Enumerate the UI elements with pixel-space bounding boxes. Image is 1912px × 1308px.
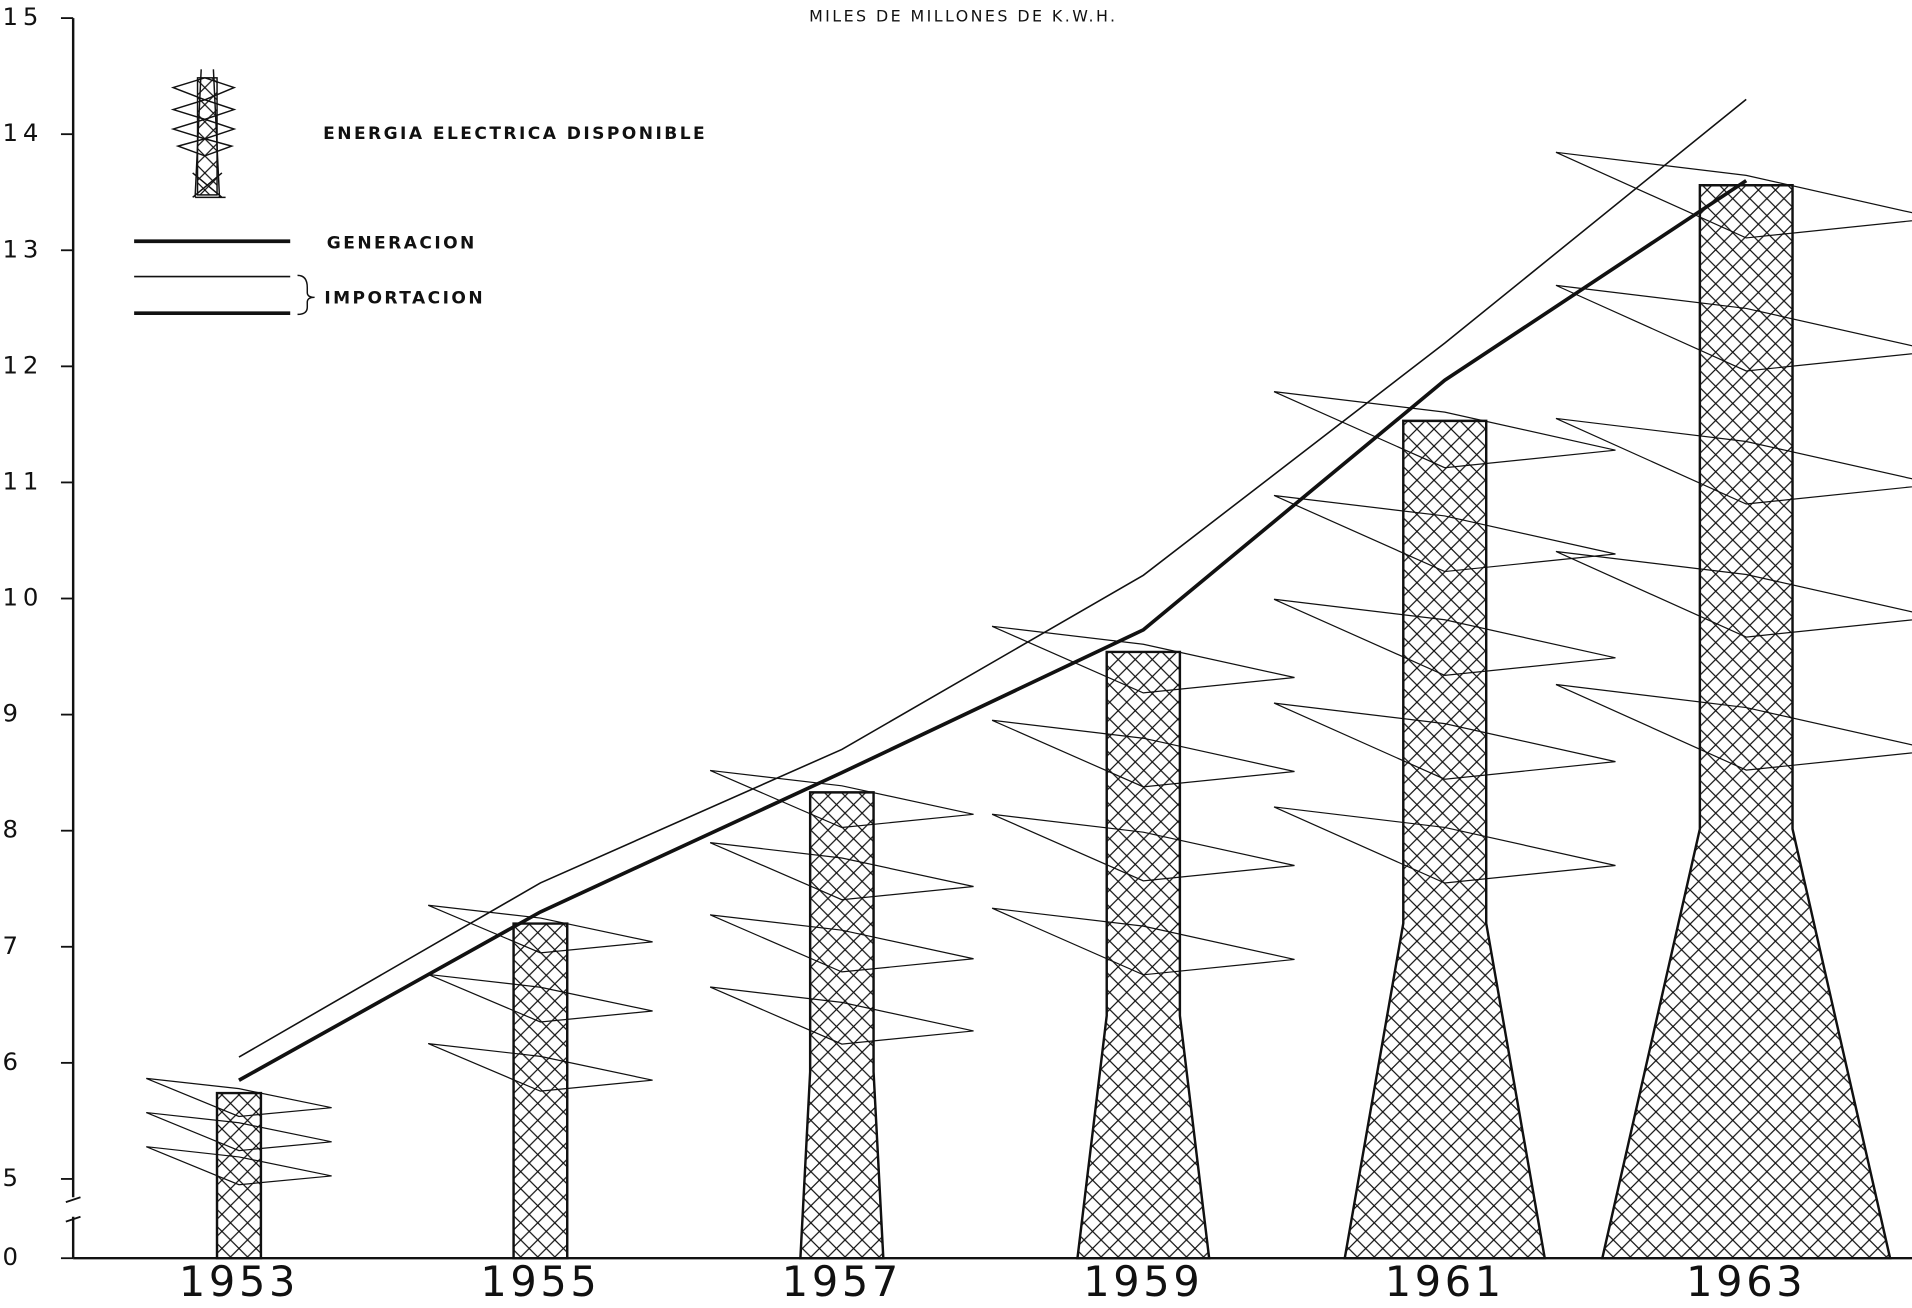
- y-tick-label: 5: [2, 1163, 22, 1192]
- y-tick-label: 14: [2, 118, 43, 147]
- tower-arm: [1555, 550, 1912, 638]
- tower: [709, 769, 974, 1260]
- tower: [1555, 151, 1912, 1260]
- chart-title: MILES DE MILLONES DE K.W.H.: [809, 6, 1117, 25]
- y-tick-label: 12: [2, 350, 43, 379]
- y-tick-label: 7: [2, 931, 22, 960]
- tower-arm: [1273, 702, 1616, 780]
- tower-arm: [709, 842, 974, 901]
- tower-arm: [709, 769, 974, 829]
- tower-arm: [991, 813, 1295, 882]
- y-tick-label: 11: [2, 466, 43, 495]
- legend-label: IMPORTACION: [324, 289, 485, 309]
- legend-label: GENERACION: [327, 234, 477, 254]
- tower-arm: [1273, 806, 1616, 884]
- tower-arm: [1555, 284, 1912, 372]
- tower: [991, 625, 1295, 1260]
- tower-body: [1343, 419, 1547, 1260]
- tower-arm: [991, 907, 1295, 976]
- tower-arm: [709, 914, 974, 973]
- legend-label: ENERGIA ELECTRICA DISPONIBLE: [323, 124, 707, 144]
- tower-arm: [991, 719, 1295, 788]
- tower-arm: [146, 1146, 332, 1186]
- y-tick-label: 15: [2, 2, 43, 31]
- legend-tower-icon: [170, 69, 237, 199]
- tower-body: [1600, 184, 1892, 1260]
- tower: [427, 904, 653, 1260]
- x-tick-label: 1961: [1385, 1258, 1505, 1306]
- y-tick-label: 13: [2, 234, 43, 263]
- x-tick-label: 1959: [1083, 1258, 1203, 1306]
- tower-arm: [991, 625, 1295, 694]
- tower-arm: [1273, 391, 1616, 469]
- tower: [146, 1077, 332, 1260]
- y-tick-label: 10: [2, 583, 43, 612]
- y-tick-label: 0: [2, 1242, 22, 1271]
- tower-arm: [427, 973, 653, 1023]
- tower-body: [799, 791, 885, 1260]
- x-tick-label: 1957: [782, 1258, 902, 1306]
- series-line: [238, 98, 1747, 1058]
- tower-arm: [1273, 598, 1616, 677]
- x-tick-label: 1963: [1686, 1258, 1806, 1306]
- tower-arm: [427, 904, 653, 954]
- legend-brace: [297, 274, 315, 316]
- tower-arm: [1555, 151, 1912, 239]
- legend: ENERGIA ELECTRICA DISPONIBLE GENERACION …: [134, 69, 707, 316]
- y-tick-label: 9: [2, 699, 22, 728]
- tower-arm: [146, 1111, 332, 1152]
- tower-arm: [427, 1042, 653, 1092]
- tower: [1273, 391, 1616, 1260]
- tower-arm: [146, 1077, 332, 1118]
- series-line: [238, 179, 1748, 1082]
- x-tick-label: 1953: [179, 1258, 299, 1306]
- x-tick-label: 1955: [480, 1258, 600, 1306]
- tower-arm: [1273, 494, 1616, 573]
- y-tick-label: 8: [2, 815, 22, 844]
- axis-break: [65, 1196, 81, 1223]
- tower-arm: [709, 986, 974, 1045]
- tower-body: [215, 1091, 263, 1260]
- tower-arm: [1555, 417, 1912, 505]
- tower-arm: [1555, 683, 1912, 771]
- y-tick-label: 6: [2, 1047, 22, 1076]
